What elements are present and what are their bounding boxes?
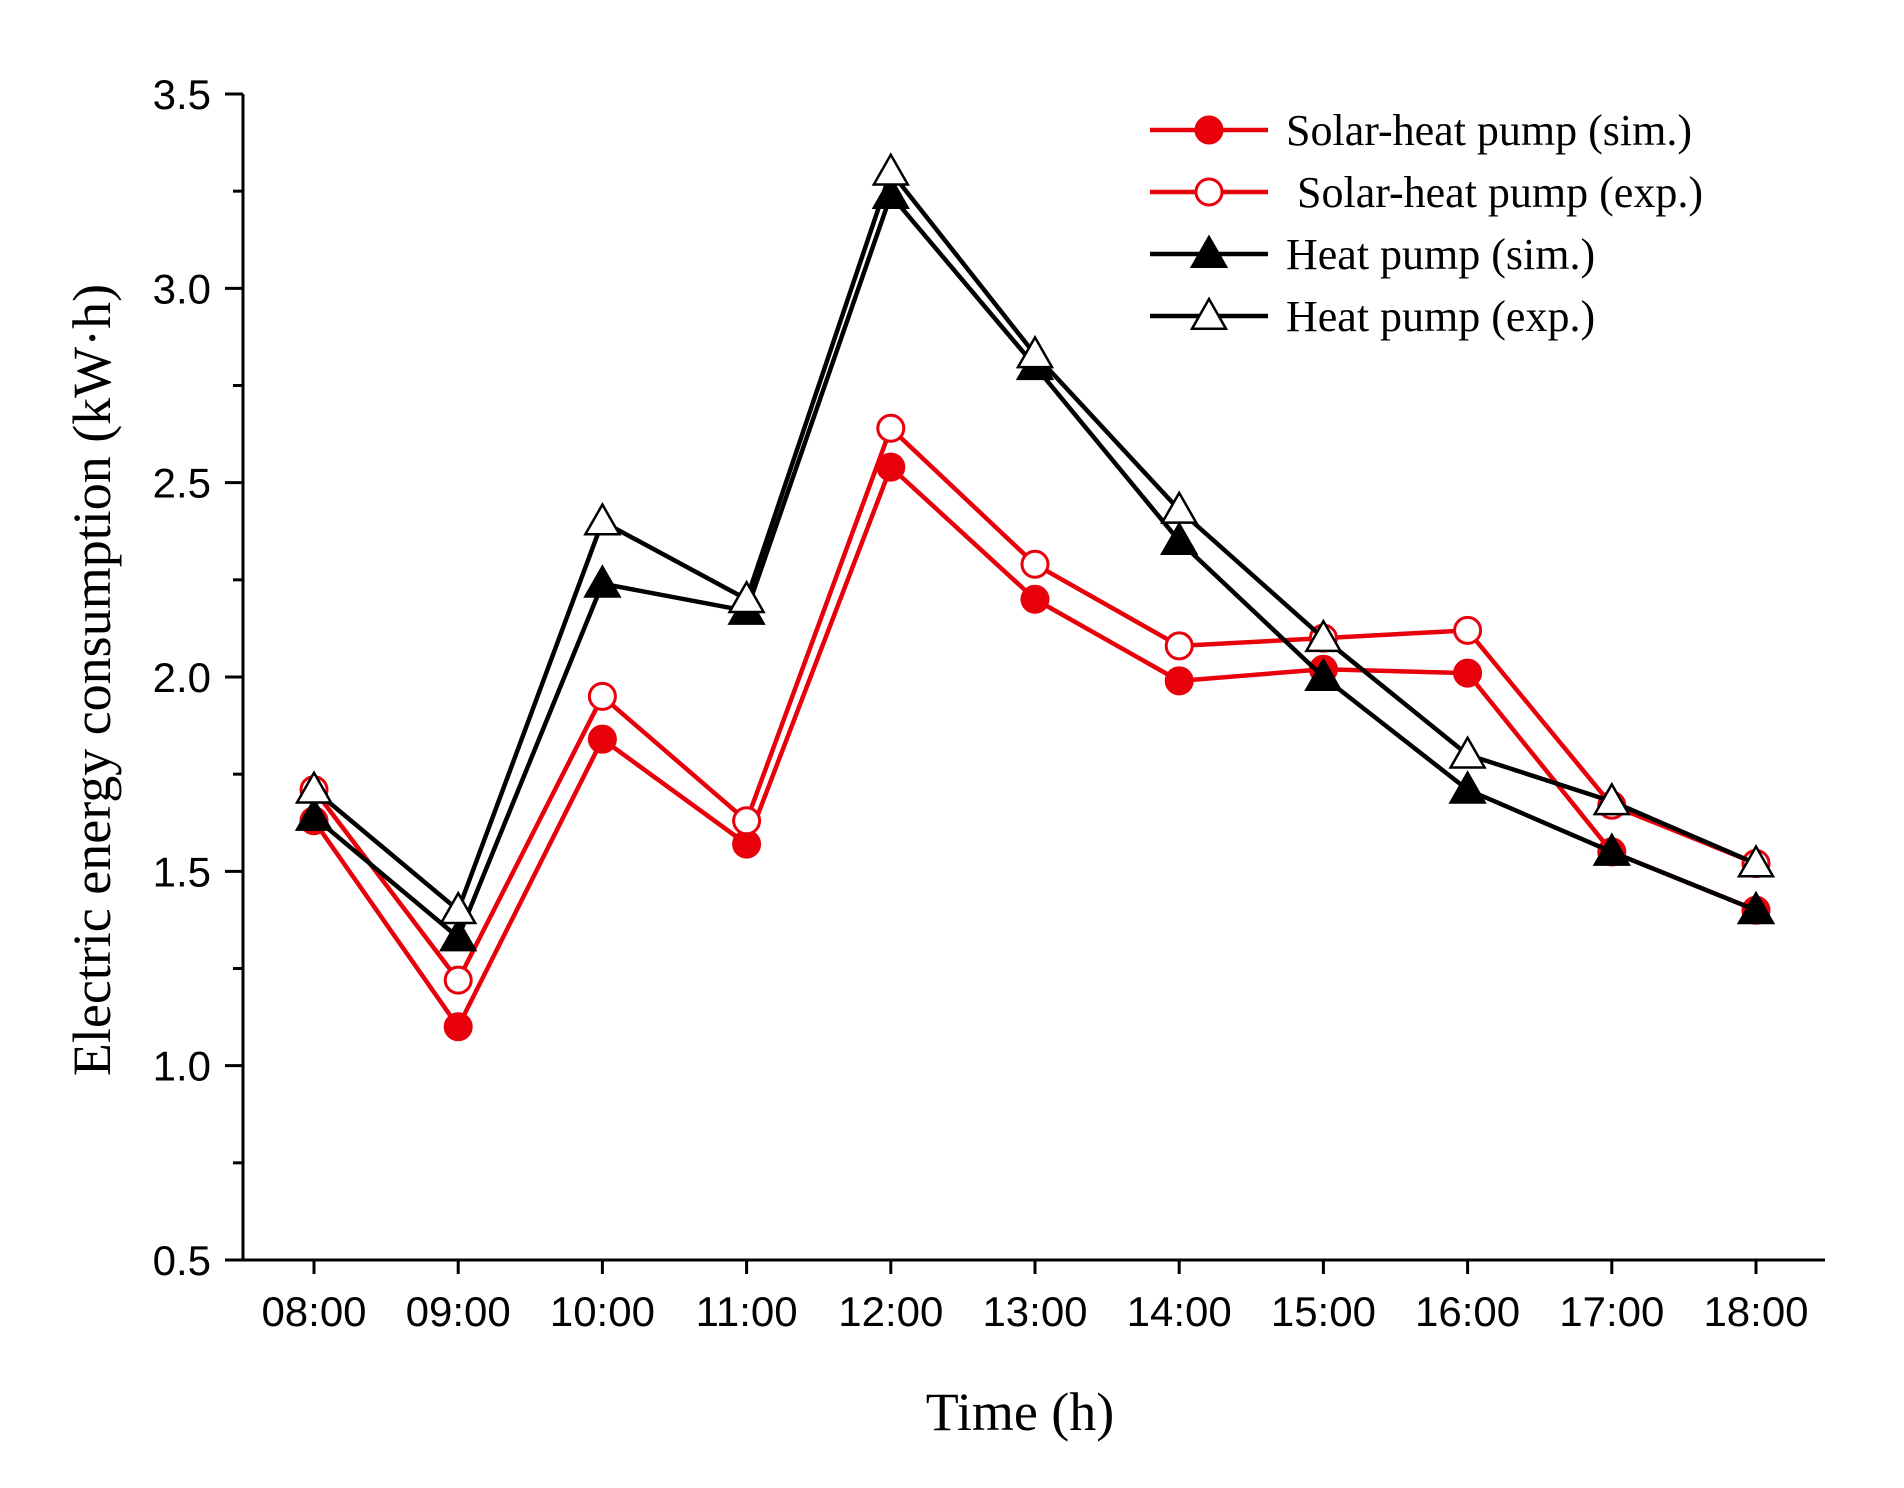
legend-entry: Solar-heat pump (exp.) (1150, 168, 1703, 217)
data-point (1453, 658, 1483, 688)
data-point (876, 413, 906, 443)
data-point (1304, 618, 1343, 653)
data-point (583, 564, 622, 598)
x-tick-label: 10:00 (550, 1288, 655, 1335)
x-tick-label: 14:00 (1127, 1288, 1232, 1335)
y-tick-label: 1.0 (153, 1043, 211, 1090)
y-tick-label: 1.5 (153, 848, 211, 895)
y-tick-label: 2.5 (153, 460, 211, 507)
legend-label: Heat pump (exp.) (1286, 292, 1595, 341)
data-point (1164, 666, 1194, 696)
y-tick-label: 3.0 (153, 265, 211, 312)
data-point (1304, 657, 1343, 691)
x-tick-label: 15:00 (1271, 1288, 1376, 1335)
data-point (1448, 770, 1487, 804)
x-tick-label: 17:00 (1559, 1288, 1664, 1335)
x-tick-label: 18:00 (1703, 1288, 1808, 1335)
x-tick-label: 11:00 (696, 1288, 798, 1335)
data-point (732, 806, 762, 836)
data-point (294, 797, 334, 831)
data-point (583, 502, 622, 536)
data-point (439, 890, 478, 925)
data-point (727, 579, 766, 614)
legend-entry: Heat pump (sim.) (1150, 230, 1595, 279)
data-point (871, 152, 910, 186)
legend-entry: Heat pump (exp.) (1150, 292, 1595, 341)
legend-marker (1194, 177, 1224, 207)
legend-marker (1189, 296, 1229, 330)
data-point (1020, 549, 1050, 579)
data-point (1160, 490, 1199, 524)
legend: Solar-heat pump (sim.) Solar-heat pump (… (1150, 106, 1703, 341)
legend-label: Heat pump (sim.) (1286, 230, 1595, 279)
data-point (1448, 735, 1487, 769)
y-tick-label: 2.0 (153, 654, 211, 701)
series-1 (299, 452, 1771, 1042)
data-point (1592, 781, 1631, 816)
data-point (1160, 521, 1199, 555)
data-point (1453, 615, 1483, 645)
x-tick-label: 12:00 (838, 1288, 943, 1335)
data-point (1736, 844, 1776, 878)
data-point (1020, 584, 1050, 614)
data-point (587, 681, 617, 711)
legend-marker (1189, 234, 1229, 268)
x-axis-title: Time (h) (926, 1382, 1115, 1442)
x-tick-label: 08:00 (261, 1288, 366, 1335)
x-tick-label: 16:00 (1415, 1288, 1520, 1335)
legend-label: Solar-heat pump (exp.) (1286, 168, 1703, 217)
x-tick-label: 09:00 (406, 1288, 511, 1335)
data-point (439, 917, 478, 952)
legend-entry: Solar-heat pump (sim.) (1150, 106, 1692, 155)
y-axis-title: Electric energy consumption (kW·h) (62, 284, 122, 1076)
plot-area (294, 152, 1776, 1042)
data-point (443, 1012, 473, 1042)
legend-label: Solar-heat pump (sim.) (1286, 106, 1692, 155)
series-4 (294, 152, 1776, 925)
series-line (312, 169, 1757, 913)
legend-marker (1194, 115, 1224, 145)
x-tick-label: 13:00 (982, 1288, 1087, 1335)
series-line (312, 426, 1757, 983)
data-point (1736, 890, 1776, 925)
data-point (1015, 334, 1055, 369)
data-point (443, 965, 473, 995)
axes: 0.5 1.0 1.5 2.0 2.5 3.0 3.5 08:00 09:00 10:00 11:0… (153, 71, 1825, 1335)
y-tick-label: 0.5 (153, 1237, 211, 1284)
data-point (1164, 631, 1194, 661)
data-point (587, 724, 617, 754)
data-point (294, 770, 334, 804)
y-tick-label: 3.5 (153, 71, 211, 118)
data-point (1592, 832, 1631, 866)
series-2 (299, 413, 1771, 995)
